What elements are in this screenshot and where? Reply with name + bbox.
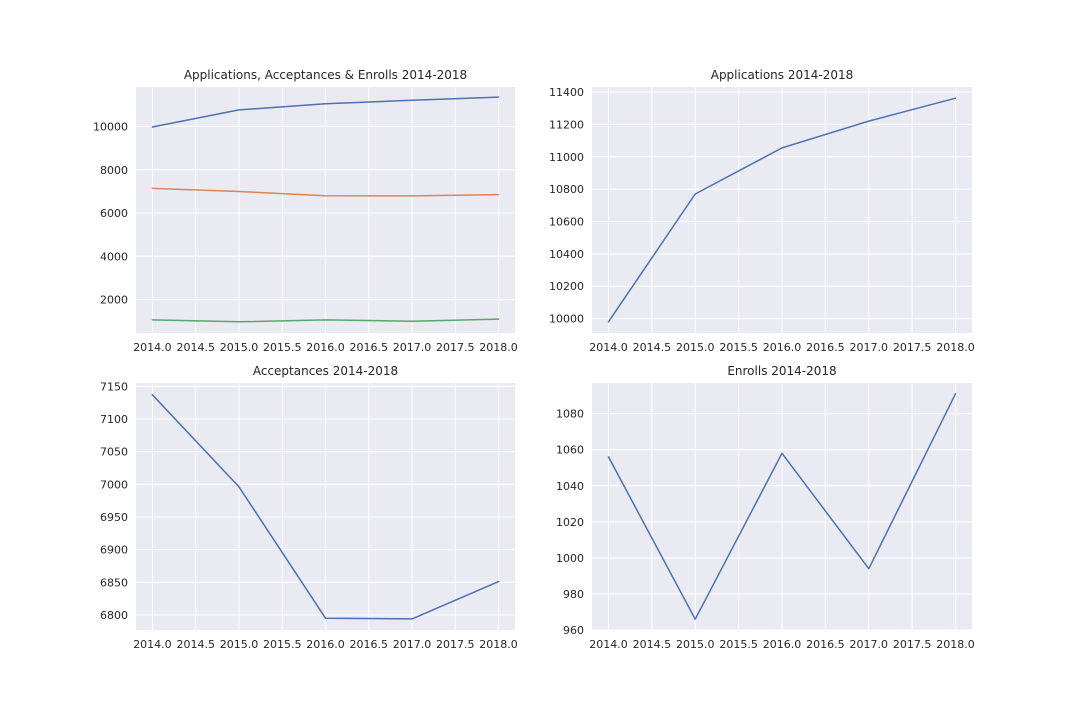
x-tick-label: 2017.0 [850, 341, 889, 354]
x-tick-label: 2017.5 [893, 341, 932, 354]
chart-title: Applications 2014-2018 [711, 68, 854, 82]
y-tick-label: 1080 [556, 408, 584, 421]
y-tick-label: 7000 [100, 478, 128, 491]
y-tick-label: 2000 [100, 293, 128, 306]
x-tick-label: 2016.5 [806, 638, 845, 651]
x-tick-label: 2017.5 [436, 638, 475, 651]
x-tick-label: 2016.5 [350, 638, 389, 651]
y-tick-label: 6850 [100, 576, 128, 589]
series-line-1 [607, 393, 957, 620]
x-tick-label: 2017.5 [893, 638, 932, 651]
chart-title: Applications, Acceptances & Enrolls 2014… [184, 68, 467, 82]
y-tick-label: 11200 [549, 118, 584, 131]
y-tick-label: 10600 [549, 215, 584, 228]
x-tick-label: 2015.0 [220, 638, 259, 651]
x-tick-label: 2016.5 [806, 341, 845, 354]
x-tick-label: 2016.0 [763, 341, 802, 354]
x-tick-label: 2014.0 [133, 638, 172, 651]
series-line-2 [151, 187, 500, 197]
y-tick-label: 1060 [556, 444, 584, 457]
y-tick-label: 10000 [549, 313, 584, 326]
x-tick-label: 2018.0 [479, 638, 518, 651]
x-tick-label: 2015.0 [676, 341, 715, 354]
y-tick-label: 10200 [549, 280, 584, 293]
y-tick-label: 6950 [100, 511, 128, 524]
x-tick-label: 2016.0 [306, 341, 345, 354]
chart-panel-4: 2014.0 2014.5 2015.0 2015.5 2016.0 2016.5 2017… [556, 364, 975, 651]
series-line-1 [151, 96, 500, 128]
x-tick-label: 2016.0 [763, 638, 802, 651]
y-tick-label: 960 [563, 624, 584, 637]
series-line-1 [151, 394, 500, 620]
x-tick-label: 2015.5 [263, 341, 302, 354]
x-tick-label: 2014.5 [633, 341, 672, 354]
x-tick-label: 2014.0 [589, 341, 628, 354]
y-tick-label: 7050 [100, 446, 128, 459]
series-line-3 [151, 318, 500, 323]
chart-panel-3: 2014.0 2014.5 2015.0 2015.5 2016.0 2016.5 2017… [100, 364, 518, 651]
y-tick-label: 11400 [549, 86, 584, 99]
chart-panel-1: 2014.0 2014.5 2015.0 2015.5 2016.0 2016.5 2017… [93, 68, 518, 354]
y-tick-label: 1040 [556, 480, 584, 493]
y-tick-label: 6000 [100, 207, 128, 220]
x-tick-label: 2018.0 [936, 638, 975, 651]
y-tick-label: 8000 [100, 164, 128, 177]
y-tick-label: 11000 [549, 151, 584, 164]
x-tick-label: 2018.0 [936, 341, 975, 354]
chart-title: Enrolls 2014-2018 [727, 364, 836, 378]
x-tick-label: 2015.5 [719, 638, 758, 651]
x-tick-label: 2014.0 [133, 341, 172, 354]
x-tick-label: 2018.0 [479, 341, 518, 354]
x-tick-label: 2014.5 [176, 341, 215, 354]
x-tick-label: 2016.0 [306, 638, 345, 651]
x-tick-label: 2015.5 [719, 341, 758, 354]
x-tick-label: 2017.0 [850, 638, 889, 651]
y-tick-label: 10400 [549, 248, 584, 261]
x-tick-label: 2017.0 [393, 341, 432, 354]
y-tick-label: 6900 [100, 544, 128, 557]
y-tick-label: 7100 [100, 413, 128, 426]
chart-title: Acceptances 2014-2018 [253, 364, 398, 378]
y-tick-label: 10800 [549, 183, 584, 196]
x-tick-label: 2014.0 [589, 638, 628, 651]
series-line-1 [607, 97, 957, 323]
x-tick-label: 2015.0 [220, 341, 259, 354]
y-tick-label: 1020 [556, 516, 584, 529]
x-tick-label: 2015.5 [263, 638, 302, 651]
y-tick-label: 7150 [100, 380, 128, 393]
y-tick-label: 980 [563, 588, 584, 601]
y-tick-label: 1000 [556, 552, 584, 565]
x-tick-label: 2014.5 [633, 638, 672, 651]
x-tick-label: 2017.0 [393, 638, 432, 651]
x-tick-label: 2014.5 [176, 638, 215, 651]
y-tick-label: 10000 [93, 121, 128, 134]
x-tick-label: 2015.0 [676, 638, 715, 651]
y-tick-label: 4000 [100, 250, 128, 263]
chart-panel-2: 2014.0 2014.5 2015.0 2015.5 2016.0 2016.5 2017… [549, 68, 975, 354]
x-tick-label: 2017.5 [436, 341, 475, 354]
x-tick-label: 2016.5 [350, 341, 389, 354]
y-tick-label: 6800 [100, 609, 128, 622]
